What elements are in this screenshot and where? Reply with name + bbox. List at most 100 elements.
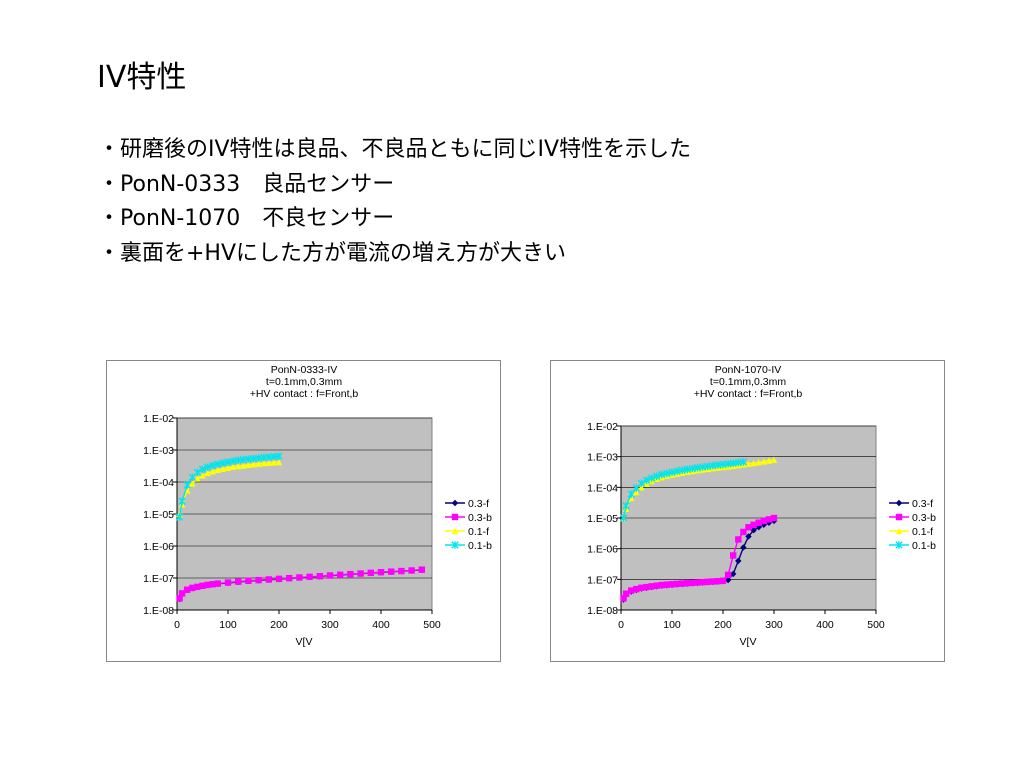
data-point <box>224 464 232 471</box>
legend-marker <box>451 541 459 549</box>
data-point <box>183 481 191 489</box>
legend-marker <box>451 527 459 535</box>
x-axis-label: V[V <box>296 636 313 648</box>
legend-marker <box>451 499 459 507</box>
data-point <box>229 463 237 470</box>
data-point <box>214 466 221 474</box>
y-tick-label: 1.E-08 <box>143 605 174 617</box>
data-point <box>357 570 364 577</box>
data-point <box>275 458 283 466</box>
x-tick-label: 500 <box>423 619 441 631</box>
series-0.3-b <box>176 566 425 602</box>
data-point <box>628 494 635 502</box>
x-tick-label: 400 <box>372 619 390 631</box>
y-tick-label: 1.E-08 <box>587 605 618 617</box>
data-point <box>175 513 184 521</box>
data-point <box>199 472 206 479</box>
data-point <box>377 568 385 576</box>
data-point <box>719 577 727 584</box>
y-tick-label: 1.E-06 <box>143 541 174 553</box>
y-tick-label: 1.E-03 <box>587 452 618 464</box>
data-point <box>214 580 221 587</box>
data-point <box>209 581 216 588</box>
x-tick-label: 200 <box>714 619 732 631</box>
data-point <box>724 576 732 584</box>
data-point <box>178 497 186 505</box>
legend-marker <box>895 513 903 521</box>
chart-title: PonN-1070-IV <box>715 364 782 376</box>
data-point <box>199 582 206 590</box>
data-point <box>633 585 640 593</box>
data-point <box>750 521 757 529</box>
chart-subtitle: +HV contact : f=Front,b <box>250 388 359 400</box>
data-point <box>724 571 732 579</box>
legend-label: 0.1-f <box>468 526 489 538</box>
data-point <box>770 456 778 463</box>
data-point <box>316 572 323 580</box>
data-point <box>203 463 212 471</box>
data-point <box>714 577 722 585</box>
y-tick-label: 1.E-06 <box>587 544 618 556</box>
data-point <box>204 469 211 477</box>
legend-marker <box>895 499 903 507</box>
data-point <box>673 580 681 588</box>
data-point <box>699 578 706 586</box>
legend-marker <box>451 513 459 521</box>
data-point <box>770 514 778 522</box>
data-point <box>628 587 635 594</box>
y-tick-label: 1.E-04 <box>587 482 618 494</box>
legend-label: 0.3-f <box>912 498 933 510</box>
legend-label: 0.3-b <box>912 512 936 524</box>
data-point <box>637 479 646 488</box>
legend-marker <box>895 527 903 535</box>
data-point <box>235 578 242 585</box>
slide-title: IV特性 <box>97 60 187 95</box>
data-point <box>245 461 252 468</box>
series-0.1-b <box>175 452 283 521</box>
data-point <box>622 502 630 510</box>
data-point <box>765 457 773 464</box>
data-point <box>388 568 395 575</box>
data-point <box>647 474 656 482</box>
data-point <box>709 578 716 585</box>
data-point <box>684 579 691 587</box>
data-point <box>270 459 278 466</box>
data-point <box>347 570 354 578</box>
data-point <box>275 452 283 460</box>
data-point <box>755 519 762 526</box>
data-point <box>735 536 742 543</box>
data-point <box>658 581 665 589</box>
data-point <box>306 573 313 581</box>
legend-label: 0.3-b <box>468 512 492 524</box>
series-0.3-b <box>620 514 778 602</box>
data-point <box>765 516 773 523</box>
data-point <box>189 584 196 592</box>
data-point <box>745 533 752 540</box>
data-point <box>648 583 655 590</box>
x-tick-label: 0 <box>174 619 180 631</box>
data-point <box>255 576 262 584</box>
data-point <box>265 459 272 466</box>
bullet-item: ・裏面を+HVにした方が電流の増え方が大きい <box>98 240 567 266</box>
data-point <box>398 567 405 575</box>
data-point <box>275 575 283 583</box>
data-point <box>750 527 757 534</box>
data-point <box>755 459 762 466</box>
data-point <box>245 577 252 584</box>
chart-ponn-1070: PonN-1070-IV t=0.1mm,0.3mm +HV contact : f… <box>550 360 945 662</box>
y-tick-label: 1.E-07 <box>587 574 618 586</box>
data-point <box>219 465 227 472</box>
x-tick-label: 100 <box>219 619 237 631</box>
data-point <box>178 590 186 597</box>
legend-marker <box>895 541 903 549</box>
data-point <box>745 460 752 467</box>
chart-ponn-0333: PonN-0333-IV t=0.1mm,0.3mm +HV contact : f… <box>106 360 501 662</box>
legend-label: 0.1-f <box>912 526 933 538</box>
data-point <box>224 579 232 586</box>
data-point <box>198 465 207 473</box>
chart-subtitle: t=0.1mm,0.3mm <box>710 376 786 388</box>
data-point <box>189 480 196 487</box>
data-point <box>176 595 183 602</box>
data-point <box>240 462 247 469</box>
data-point <box>418 566 425 573</box>
